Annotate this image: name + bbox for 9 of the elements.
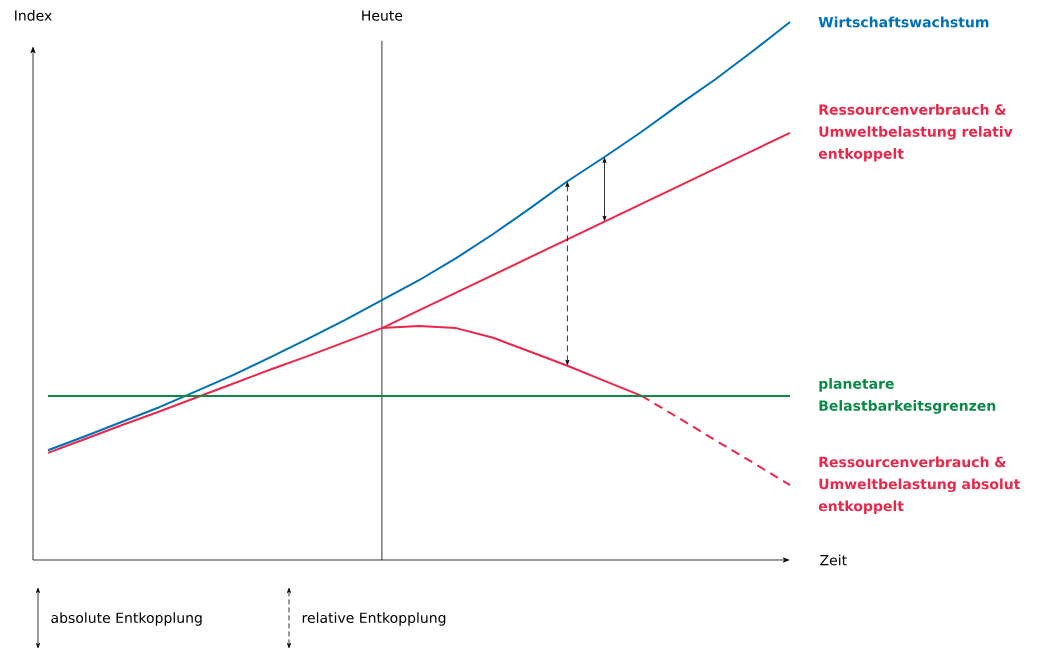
y-axis-title: Index — [15, 9, 52, 21]
text: Heute — [362, 10, 403, 21]
text: relative Entkopplung — [302, 612, 446, 626]
text: Wirtschaftswachstum — [818, 16, 989, 28]
text: Ressourcenverbrauch & Umweltbelastung relativ entkoppelt — [818, 104, 1013, 162]
text: planetare Belastbarkeitsgrenzen — [819, 378, 996, 414]
text: absolute Entkopplung — [51, 612, 202, 626]
text: Ressourcenverbrauch & Umweltbelastung absolut entkoppelt — [818, 456, 1021, 514]
x-axis-title: Zeit — [820, 554, 847, 566]
